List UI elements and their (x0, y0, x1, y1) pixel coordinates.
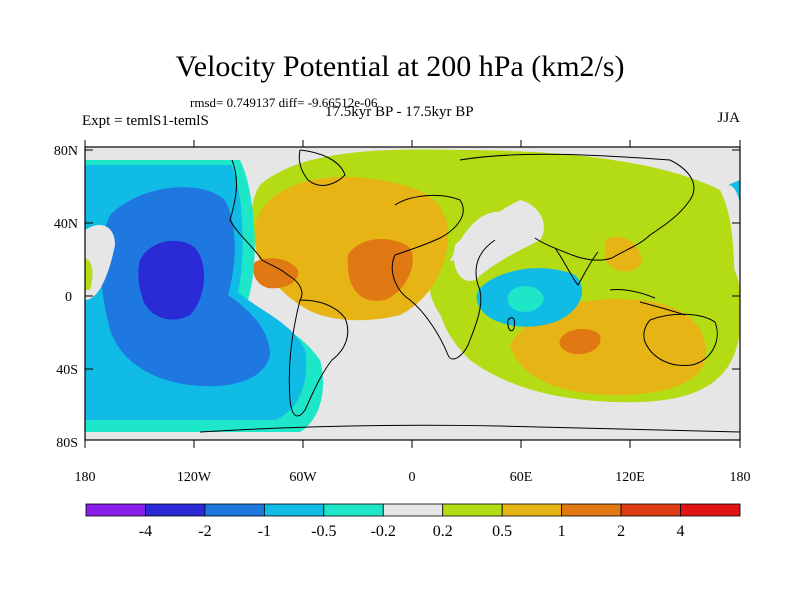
colorbar-swatch (85, 503, 146, 517)
experiment-label: Expt = temlS1-temlS (82, 113, 209, 129)
colorbar-swatch (561, 503, 622, 517)
contour-neutral-south-pacific (700, 395, 740, 440)
lat-label: 80S (56, 436, 78, 451)
contour-neutral-west-edge (85, 225, 115, 300)
colorbar-swatch (145, 503, 206, 517)
lat-label: 0 (65, 290, 72, 305)
colorbar-labels: -4 -2 -1 -0.5 -0.2 0.2 0.5 1 2 4 (139, 523, 685, 540)
rmsd-stats: rmsd= 0.749137 diff= -9.66512e-06 (190, 95, 378, 110)
contour-1-indian-ocean (559, 328, 601, 355)
lon-label: 180 (730, 470, 751, 485)
contour-negative-2-pacific (138, 240, 205, 320)
lon-label: 0 (409, 470, 416, 485)
colorbar-label: -1 (258, 523, 271, 540)
coast-europe-africa (391, 195, 496, 360)
colorbar-swatch (620, 503, 681, 517)
colorbar-label: 0.5 (492, 523, 512, 540)
map-title: Velocity Potential at 200 hPa (km2/s) (175, 50, 625, 83)
contour-0.5-indian-ocean (510, 299, 706, 395)
season-label: JJA (717, 110, 740, 126)
contour-neutral-east-africa (453, 200, 544, 281)
colorbar (85, 503, 741, 517)
colorbar-label: -2 (198, 523, 211, 540)
contour-positive-west-edge (85, 258, 93, 290)
colorbar-label: 2 (617, 523, 625, 540)
colorbar-swatch (204, 503, 265, 517)
contour-positive-east-edge (700, 257, 740, 330)
colorbar-label: -0.2 (371, 523, 396, 540)
period-label: 17.5kyr BP - 17.5kyr BP (325, 104, 474, 120)
colorbar-swatch (263, 503, 325, 517)
lat-label: 80N (54, 144, 78, 159)
lon-label: 120E (615, 470, 645, 485)
coast-antarctica (199, 424, 740, 433)
lat-label: 40S (56, 363, 78, 378)
coastlines (199, 149, 740, 433)
colorbar-label: 1 (558, 523, 566, 540)
lat-axis-ticks (85, 149, 740, 441)
velocity-potential-field (85, 147, 740, 440)
coast-asia (459, 153, 695, 261)
coast-india (554, 247, 599, 286)
colorbar-label: -0.5 (311, 523, 336, 540)
lat-labels: 80N 40N 0 40S 80S (54, 144, 78, 451)
coast-north-america (229, 159, 303, 301)
coast-greenland (298, 149, 346, 186)
lon-label: 60E (510, 470, 533, 485)
contour-negative-east-edge (728, 180, 740, 258)
colorbar-label: 0.2 (433, 523, 453, 540)
lon-label: 180 (75, 470, 96, 485)
contour-1-central-america (253, 258, 299, 289)
colorbar-swatch (382, 503, 444, 517)
lon-label: 120W (177, 470, 212, 485)
colorbar-swatch (323, 503, 384, 517)
colorbar-swatch (442, 503, 503, 517)
colorbar-swatch (680, 503, 741, 517)
colorbar-label: 4 (677, 523, 685, 540)
colorbar-swatch (501, 503, 563, 517)
coast-madagascar (507, 317, 515, 332)
colorbar-label: -4 (139, 523, 152, 540)
coast-south-america (288, 299, 349, 417)
contour-0.5-east-asia (605, 236, 642, 272)
lat-label: 40N (54, 217, 78, 232)
contour-negative-africa-core (507, 286, 544, 312)
lon-labels: 180 120W 60W 0 60E 120E 180 (75, 470, 751, 485)
lon-axis-ticks (84, 140, 741, 448)
contour-neutral-southern-ocean (320, 356, 540, 440)
coast-australia (643, 313, 718, 367)
lon-label: 60W (289, 470, 317, 485)
